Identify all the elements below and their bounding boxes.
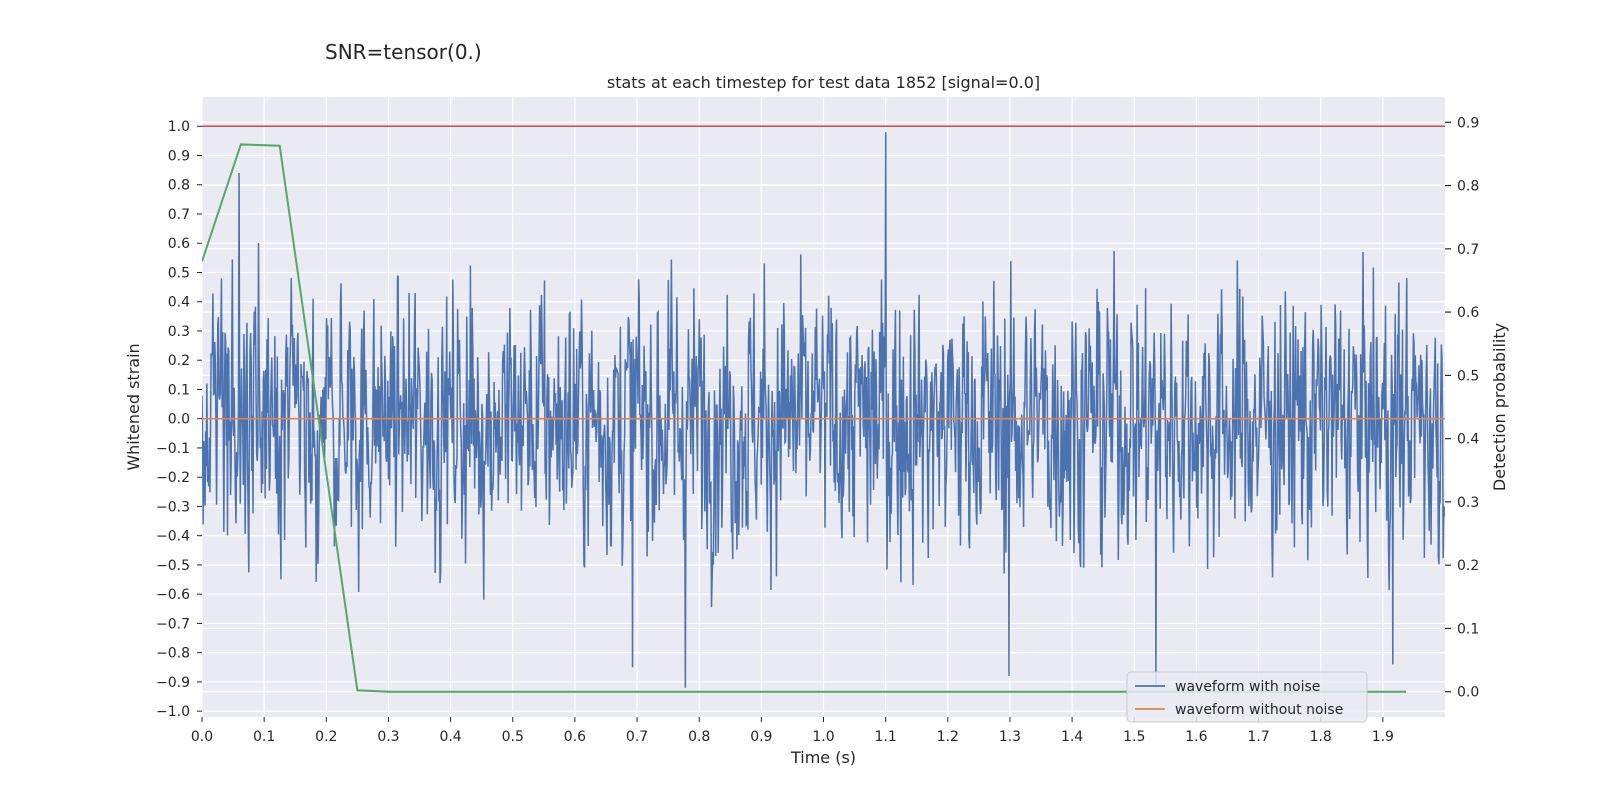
- x-tick-label: 0.5: [502, 729, 524, 745]
- y2-tick-label: 0.1: [1457, 621, 1479, 637]
- y-tick-label: 0.2: [168, 353, 190, 369]
- y-tick-label: −0.9: [156, 675, 190, 691]
- x-tick-label: 0.0: [191, 729, 213, 745]
- figure-suptitle: SNR=tensor(0.): [325, 40, 482, 64]
- x-tick-label: 1.6: [1185, 729, 1207, 745]
- y-tick-label: 0.7: [168, 207, 190, 223]
- y-tick-label: −0.3: [156, 499, 190, 515]
- x-tick-label: 0.2: [315, 729, 337, 745]
- y-tick-label: 0.9: [168, 148, 190, 164]
- x-tick-label: 0.8: [688, 729, 710, 745]
- legend-label: waveform without noise: [1175, 702, 1343, 718]
- y-tick-label: 0.8: [168, 178, 190, 194]
- y2-tick-label: 0.4: [1457, 432, 1479, 448]
- y-tick-label: 0.6: [168, 236, 190, 252]
- y2-tick-label: 0.8: [1457, 179, 1479, 195]
- legend-label: waveform with noise: [1175, 679, 1320, 695]
- x-tick-label: 1.1: [875, 729, 897, 745]
- x-tick-label: 0.6: [564, 729, 586, 745]
- y-tick-label: −0.5: [156, 558, 190, 574]
- y-tick-label: −0.7: [156, 616, 190, 632]
- y2-tick-label: 0.9: [1457, 115, 1479, 131]
- x-tick-label: 1.0: [812, 729, 834, 745]
- x-tick-label: 0.7: [626, 729, 648, 745]
- y-tick-label: −0.2: [156, 470, 190, 486]
- y-tick-label: −0.4: [156, 529, 190, 545]
- x-tick-label: 1.4: [1061, 729, 1083, 745]
- x-tick-label: 0.9: [750, 729, 772, 745]
- y-tick-label: 1.0: [168, 119, 190, 135]
- y2-tick-label: 0.2: [1457, 558, 1479, 574]
- x-tick-label: 1.7: [1247, 729, 1269, 745]
- y-tick-label: 0.0: [168, 412, 190, 428]
- chart-title: stats at each timestep for test data 185…: [607, 73, 1040, 92]
- y-tick-label: 0.3: [168, 324, 190, 340]
- x-tick-label: 1.8: [1310, 729, 1332, 745]
- x-tick-label: 1.3: [999, 729, 1021, 745]
- y-axis-label: Whitened strain: [124, 343, 143, 470]
- y-tick-label: 0.4: [168, 295, 190, 311]
- legend-box: [1126, 671, 1368, 723]
- series-detection-probability: [202, 143, 1407, 693]
- series-waveform-with-noise: [202, 132, 1445, 688]
- x-tick-label: 0.1: [253, 729, 275, 745]
- x-tick-label: 1.5: [1123, 729, 1145, 745]
- y2-tick-label: 0.6: [1457, 305, 1479, 321]
- x-tick-label: 1.9: [1372, 729, 1394, 745]
- y-tick-label: 0.1: [168, 382, 190, 398]
- x-tick-label: 0.4: [439, 729, 461, 745]
- y-tick-label: −0.1: [156, 441, 190, 457]
- y2-tick-label: 0.0: [1457, 685, 1479, 701]
- y-tick-label: −0.6: [156, 587, 190, 603]
- x-tick-label: 0.3: [377, 729, 399, 745]
- y2-tick-label: 0.5: [1457, 368, 1479, 384]
- y-tick-label: −0.8: [156, 646, 190, 662]
- y2-tick-label: 0.3: [1457, 495, 1479, 511]
- y-tick-label: 0.5: [168, 265, 190, 281]
- y2-tick-label: 0.7: [1457, 242, 1479, 258]
- y-tick-label: −1.0: [156, 704, 190, 720]
- x-tick-label: 1.2: [937, 729, 959, 745]
- y2-axis-label: Detection probability: [1490, 323, 1509, 491]
- x-axis-label: Time (s): [790, 748, 856, 767]
